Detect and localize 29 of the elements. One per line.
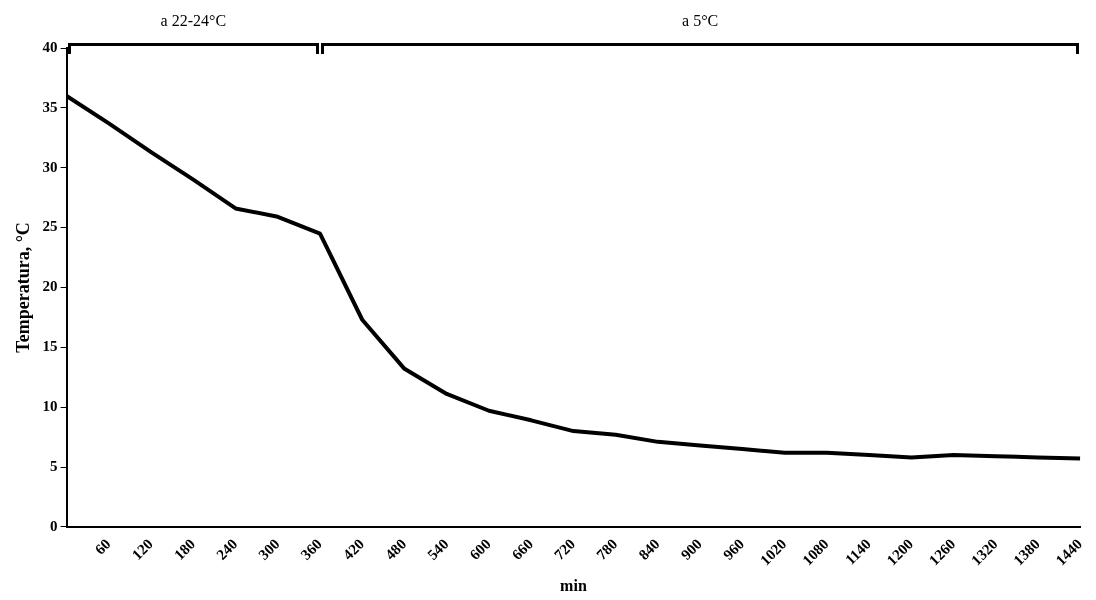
y-tick-label: 40 (42, 38, 58, 55)
x-tick-label: 780 (593, 535, 621, 563)
x-tick-label: 300 (255, 535, 283, 563)
y-tick-label: 0 (50, 517, 58, 534)
x-tick-label: 900 (677, 535, 706, 563)
y-tick-label: 35 (42, 98, 58, 115)
y-tick-label: 20 (42, 278, 58, 295)
text: a 22-24°C (160, 12, 227, 30)
y-tick-label: 25 (42, 218, 58, 235)
x-tick-label: 180 (170, 535, 199, 563)
y-tick-label: 30 (42, 158, 58, 175)
x-tick-label: 660 (508, 535, 537, 563)
y-axis-title: Temperatura, °C (13, 222, 34, 353)
y-tick-label: 5 (50, 457, 58, 474)
text: a 5°C (682, 12, 719, 30)
x-tick-label: 120 (128, 535, 156, 563)
x-axis-title: min (560, 576, 587, 594)
x-tick-label: 480 (382, 535, 410, 563)
x-tick-label: 720 (551, 535, 579, 563)
x-tick-label: 600 (466, 535, 494, 563)
x-tick-label: 420 (339, 535, 368, 563)
x-tick-label: 840 (635, 535, 663, 563)
x-tick-label: 540 (424, 535, 452, 563)
y-tick-label: 10 (42, 398, 58, 415)
x-tick-label: 360 (297, 535, 325, 563)
x-tick-label: 60 (91, 535, 114, 558)
x-tick-label: 240 (213, 535, 241, 563)
y-tick-label: 15 (42, 338, 58, 355)
x-tick-label: 960 (720, 535, 748, 563)
